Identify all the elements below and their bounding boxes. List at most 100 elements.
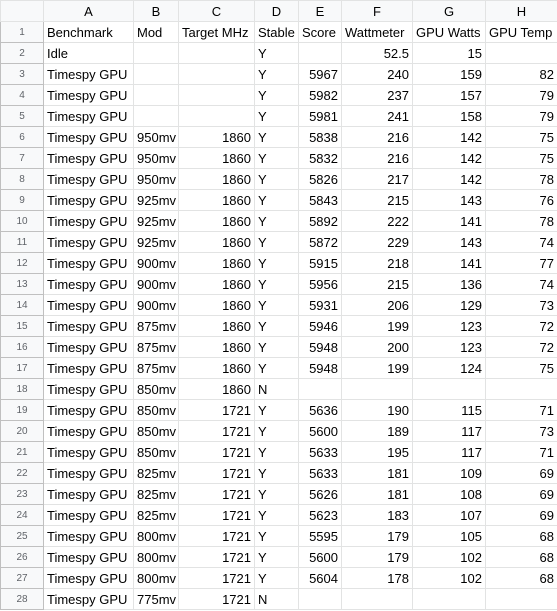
cell-a2[interactable]: Idle (43, 42, 134, 64)
cell-a4[interactable]: Timespy GPU (43, 84, 134, 106)
cell-b3[interactable] (133, 63, 179, 85)
cell-f23[interactable]: 181 (341, 483, 413, 505)
cell-b27[interactable]: 800mv (133, 567, 179, 589)
cell-c24[interactable]: 1721 (178, 504, 255, 526)
cell-f2[interactable]: 52.5 (341, 42, 413, 64)
cell-f1[interactable]: Wattmeter (341, 21, 413, 43)
cell-d23[interactable]: Y (254, 483, 299, 505)
cell-c7[interactable]: 1860 (178, 147, 255, 169)
row-header[interactable]: 15 (0, 315, 44, 337)
cell-e1[interactable]: Score (298, 21, 342, 43)
cell-d20[interactable]: Y (254, 420, 299, 442)
cell-h22[interactable]: 69 (485, 462, 557, 484)
cell-f20[interactable]: 189 (341, 420, 413, 442)
cell-g25[interactable]: 105 (412, 525, 486, 547)
row-header[interactable]: 19 (0, 399, 44, 421)
cell-a8[interactable]: Timespy GPU (43, 168, 134, 190)
cell-d10[interactable]: Y (254, 210, 299, 232)
cell-f19[interactable]: 190 (341, 399, 413, 421)
cell-d27[interactable]: Y (254, 567, 299, 589)
cell-b25[interactable]: 800mv (133, 525, 179, 547)
cell-g22[interactable]: 109 (412, 462, 486, 484)
cell-e16[interactable]: 5948 (298, 336, 342, 358)
cell-f13[interactable]: 215 (341, 273, 413, 295)
cell-h25[interactable]: 68 (485, 525, 557, 547)
column-header-d[interactable]: D (254, 0, 299, 22)
cell-g2[interactable]: 15 (412, 42, 486, 64)
cell-c25[interactable]: 1721 (178, 525, 255, 547)
cell-c6[interactable]: 1860 (178, 126, 255, 148)
cell-d4[interactable]: Y (254, 84, 299, 106)
cell-e25[interactable]: 5595 (298, 525, 342, 547)
cell-b13[interactable]: 900mv (133, 273, 179, 295)
cell-e18[interactable] (298, 378, 342, 400)
cell-f9[interactable]: 215 (341, 189, 413, 211)
cell-f16[interactable]: 200 (341, 336, 413, 358)
cell-d12[interactable]: Y (254, 252, 299, 274)
column-header-a[interactable]: A (43, 0, 134, 22)
cell-c8[interactable]: 1860 (178, 168, 255, 190)
column-header-f[interactable]: F (341, 0, 413, 22)
cell-d2[interactable]: Y (254, 42, 299, 64)
row-header[interactable]: 7 (0, 147, 44, 169)
row-header[interactable]: 11 (0, 231, 44, 253)
cell-b16[interactable]: 875mv (133, 336, 179, 358)
cell-g6[interactable]: 142 (412, 126, 486, 148)
cell-g11[interactable]: 143 (412, 231, 486, 253)
cell-g13[interactable]: 136 (412, 273, 486, 295)
cell-a14[interactable]: Timespy GPU (43, 294, 134, 316)
cell-f4[interactable]: 237 (341, 84, 413, 106)
column-header-h[interactable]: H (485, 0, 557, 22)
cell-h13[interactable]: 74 (485, 273, 557, 295)
cell-g3[interactable]: 159 (412, 63, 486, 85)
cell-c19[interactable]: 1721 (178, 399, 255, 421)
cell-d28[interactable]: N (254, 588, 299, 610)
cell-c27[interactable]: 1721 (178, 567, 255, 589)
row-header[interactable]: 25 (0, 525, 44, 547)
cell-h17[interactable]: 75 (485, 357, 557, 379)
cell-a9[interactable]: Timespy GPU (43, 189, 134, 211)
cell-d11[interactable]: Y (254, 231, 299, 253)
cell-f7[interactable]: 216 (341, 147, 413, 169)
cell-h3[interactable]: 82 (485, 63, 557, 85)
cell-a5[interactable]: Timespy GPU (43, 105, 134, 127)
cell-h4[interactable]: 79 (485, 84, 557, 106)
cell-d9[interactable]: Y (254, 189, 299, 211)
cell-b18[interactable]: 850mv (133, 378, 179, 400)
cell-f26[interactable]: 179 (341, 546, 413, 568)
cell-b22[interactable]: 825mv (133, 462, 179, 484)
cell-b7[interactable]: 950mv (133, 147, 179, 169)
cell-d22[interactable]: Y (254, 462, 299, 484)
cell-c3[interactable] (178, 63, 255, 85)
cell-c11[interactable]: 1860 (178, 231, 255, 253)
cell-d7[interactable]: Y (254, 147, 299, 169)
cell-c18[interactable]: 1860 (178, 378, 255, 400)
cell-f17[interactable]: 199 (341, 357, 413, 379)
cell-g24[interactable]: 107 (412, 504, 486, 526)
cell-h20[interactable]: 73 (485, 420, 557, 442)
cell-h16[interactable]: 72 (485, 336, 557, 358)
cell-b12[interactable]: 900mv (133, 252, 179, 274)
cell-a19[interactable]: Timespy GPU (43, 399, 134, 421)
cell-f18[interactable] (341, 378, 413, 400)
row-header[interactable]: 1 (0, 21, 44, 43)
cell-b26[interactable]: 800mv (133, 546, 179, 568)
row-header[interactable]: 23 (0, 483, 44, 505)
cell-h23[interactable]: 69 (485, 483, 557, 505)
cell-a10[interactable]: Timespy GPU (43, 210, 134, 232)
cell-b8[interactable]: 950mv (133, 168, 179, 190)
cell-a27[interactable]: Timespy GPU (43, 567, 134, 589)
cell-a26[interactable]: Timespy GPU (43, 546, 134, 568)
cell-e12[interactable]: 5915 (298, 252, 342, 274)
cell-f21[interactable]: 195 (341, 441, 413, 463)
cell-h2[interactable] (485, 42, 557, 64)
cell-d13[interactable]: Y (254, 273, 299, 295)
cell-b20[interactable]: 850mv (133, 420, 179, 442)
column-header-b[interactable]: B (133, 0, 179, 22)
cell-g1[interactable]: GPU Watts (412, 21, 486, 43)
column-header-c[interactable]: C (178, 0, 255, 22)
row-header[interactable]: 24 (0, 504, 44, 526)
cell-g19[interactable]: 115 (412, 399, 486, 421)
cell-f15[interactable]: 199 (341, 315, 413, 337)
cell-a24[interactable]: Timespy GPU (43, 504, 134, 526)
